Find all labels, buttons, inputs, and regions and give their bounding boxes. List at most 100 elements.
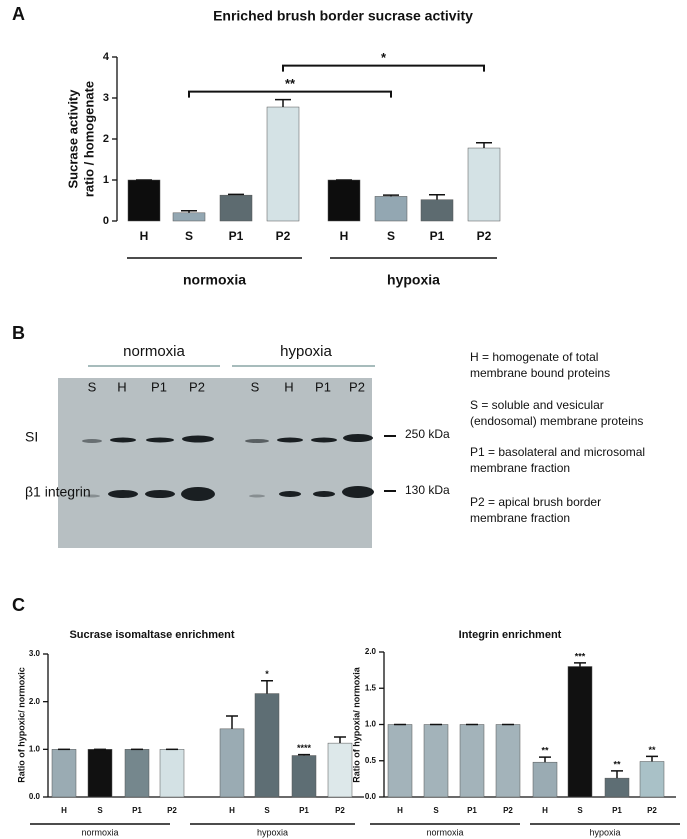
y-tick-label: 2	[103, 133, 109, 145]
bar	[159, 749, 185, 798]
x-tick-label: S	[264, 806, 270, 815]
lane-label: S	[88, 379, 97, 394]
x-tick-label: S	[97, 806, 103, 815]
y-axis-label: Ratio of hypoxia/ normoxia	[351, 666, 361, 783]
significance-label: **	[285, 76, 296, 91]
chart-title: Sucrase isomaltase enrichment	[69, 629, 234, 641]
y-axis-label: Sucrase activity	[65, 89, 80, 189]
bar	[172, 212, 206, 222]
marker-label: 130 kDa	[405, 483, 450, 497]
y-tick-label: 1	[103, 174, 109, 186]
bar	[127, 179, 161, 222]
y-tick-label: 0.0	[365, 792, 377, 801]
chart-title: Integrin enrichment	[459, 629, 562, 641]
x-tick-label: P2	[503, 806, 513, 815]
lane-label: H	[117, 379, 126, 394]
error-bar	[334, 736, 346, 744]
y-tick-label: 1.5	[365, 683, 377, 692]
x-tick-label: H	[542, 806, 548, 815]
bar	[420, 199, 454, 222]
y-tick-label: 0	[103, 215, 109, 227]
y-tick-label: 1.0	[365, 720, 377, 729]
x-tick-label: P1	[229, 229, 244, 243]
bar	[327, 179, 361, 222]
error-bar	[261, 679, 273, 694]
y-axis-label: ratio / homogenate	[81, 81, 96, 197]
y-tick-label: 0.5	[365, 756, 377, 765]
bar	[387, 724, 413, 798]
significance-label: ***	[575, 651, 586, 661]
bar	[604, 777, 630, 798]
significance-bracket	[282, 64, 485, 72]
bar	[467, 147, 501, 222]
legend-text: membrane bound proteins	[470, 366, 610, 380]
bar	[51, 749, 77, 798]
group-label: normoxia	[183, 272, 246, 288]
bar	[87, 749, 113, 798]
x-tick-label: P2	[335, 806, 345, 815]
x-tick-label: P1	[467, 806, 477, 815]
y-tick-label: 2.0	[365, 647, 377, 656]
x-tick-label: P2	[167, 806, 177, 815]
row-label: SI	[25, 429, 38, 445]
significance-bracket	[188, 90, 392, 98]
x-tick-label: H	[340, 229, 349, 243]
bands	[82, 434, 374, 501]
bar	[423, 724, 449, 798]
x-tick-label: P1	[299, 806, 309, 815]
y-tick-label: 4	[103, 51, 110, 63]
error-bar	[298, 753, 310, 756]
x-tick-label: H	[229, 806, 235, 815]
x-tick-label: S	[433, 806, 439, 815]
significance-label: *	[381, 50, 387, 65]
legend-text: (endosomal) membrane proteins	[470, 414, 643, 428]
error-bar	[476, 141, 492, 149]
row-label: β1 integrin	[25, 484, 91, 500]
error-bar	[646, 755, 658, 762]
x-tick-label: P2	[647, 806, 657, 815]
bar	[495, 724, 521, 798]
panel-label: A	[12, 4, 25, 24]
significance-label: **	[648, 745, 656, 755]
bar	[291, 755, 317, 798]
x-tick-label: S	[185, 229, 193, 243]
error-bar	[574, 662, 586, 667]
x-tick-label: P2	[276, 229, 291, 243]
marker-label: 250 kDa	[405, 427, 450, 441]
x-tick-label: H	[140, 229, 149, 243]
significance-label: ****	[297, 743, 312, 753]
legend-text: P2 = apical brush border	[470, 495, 601, 509]
x-tick-label: H	[397, 806, 403, 815]
lane-label: H	[284, 379, 293, 394]
bar	[254, 693, 280, 798]
group-label: normoxia	[426, 827, 463, 837]
error-bar	[181, 210, 197, 213]
significance-label: **	[541, 746, 549, 756]
x-tick-label: S	[577, 806, 583, 815]
bar	[567, 666, 593, 798]
legend-text: S = soluble and vesicular	[470, 398, 604, 412]
x-tick-label: P1	[430, 229, 445, 243]
y-tick-label: 1.0	[29, 744, 41, 753]
blot-image	[58, 378, 372, 548]
group-label: hypoxia	[589, 827, 620, 837]
legend-text: P1 = basolateral and microsomal	[470, 445, 645, 459]
error-bar	[228, 193, 244, 196]
significance-label: *	[265, 669, 269, 679]
chart-title: Enriched brush border sucrase activity	[213, 8, 473, 24]
x-tick-label: P2	[477, 229, 492, 243]
bar	[124, 749, 150, 798]
error-bar	[429, 194, 445, 200]
blot-panel	[58, 365, 396, 548]
error-bar	[226, 715, 238, 729]
y-tick-label: 2.0	[29, 697, 41, 706]
bar	[219, 194, 253, 222]
error-bar	[383, 194, 399, 197]
panel-label: C	[12, 595, 25, 615]
condition-label: hypoxia	[280, 343, 332, 360]
y-tick-label: 0.0	[29, 792, 41, 801]
x-tick-label: H	[61, 806, 67, 815]
bar	[459, 724, 485, 798]
group-label: normoxia	[81, 827, 118, 837]
